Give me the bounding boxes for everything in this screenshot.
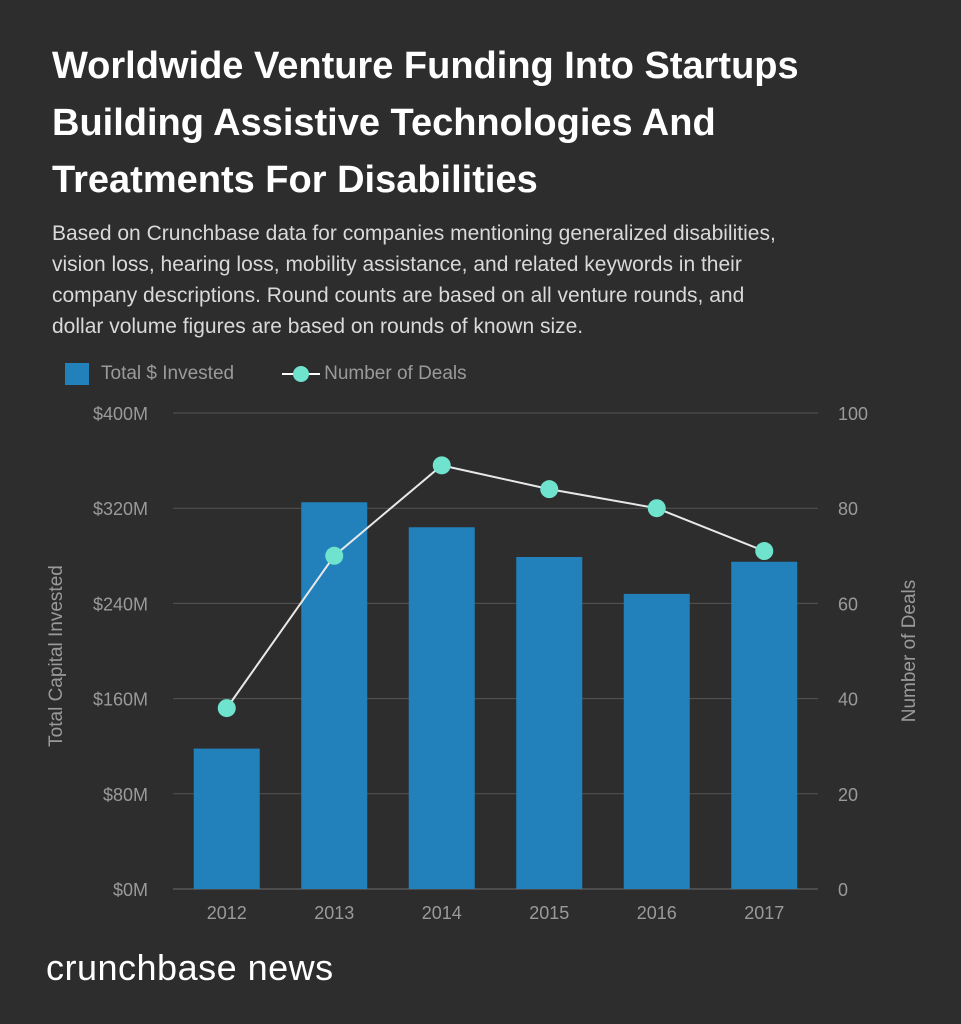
x-tick-label: 2016 [637,903,677,923]
subtitle-line: company descriptions. Round counts are b… [52,284,745,307]
legend-item-deals[interactable]: Number of Deals [282,363,467,385]
deals-point-2016 [647,499,666,518]
left-tick-label: $400M [93,404,148,424]
right-tick-label: 40 [838,690,858,710]
bar-2017 [731,561,798,889]
deals-point-2014 [432,456,451,475]
left-tick-label: $240M [93,594,148,614]
chart-subtitle: Based on Crunchbase data for companies m… [52,218,932,342]
legend-bar-swatch [65,363,89,385]
title-line: Treatments For Disabilities [52,159,538,201]
bar-2015 [516,556,583,889]
legend-item-invested[interactable]: Total $ Invested [65,363,234,385]
left-tick-label: $160M [93,690,148,710]
chart-title: Worldwide Venture Funding Into Startups … [52,38,932,209]
deals-point-2015 [540,480,559,499]
legend-label: Number of Deals [324,363,467,384]
subtitle-line: dollar volume figures are based on round… [52,315,584,338]
left-axis-title: Total Capital Invested [46,565,67,747]
deals-point-2017 [755,542,774,561]
deals-line [225,464,765,709]
subtitle-line: vision loss, hearing loss, mobility assi… [52,253,742,276]
bar-2016 [623,593,690,889]
x-tick-label: 2015 [529,903,569,923]
left-tick-label: $320M [93,499,148,519]
right-axis-title: Number of Deals [899,580,920,723]
title-line: Building Assistive Technologies And [52,102,716,144]
x-tick-label: 2017 [744,903,784,923]
deals-point-2012 [217,699,236,718]
subtitle-line: Based on Crunchbase data for companies m… [52,222,776,245]
right-tick-label: 80 [838,499,858,519]
bar-2013 [301,502,368,889]
legend-label: Total $ Invested [101,363,235,384]
brand-logo: crunchbase news [46,947,334,988]
x-tick-label: 2013 [314,903,354,923]
deals-point-2013 [325,546,344,565]
right-tick-label: 100 [838,404,868,424]
right-tick-label: 20 [838,785,858,805]
chart-legend: Total $ Invested Number of Deals [65,360,523,388]
x-tick-label: 2012 [207,903,247,923]
right-tick-label: 60 [838,594,858,614]
legend-line-marker [282,366,321,382]
left-tick-label: $80M [103,785,148,805]
title-line: Worldwide Venture Funding Into Startups [52,45,799,87]
right-tick-label: 0 [838,880,848,900]
combo-chart: $0M $80M $160M $240M $320M $400M 0 20 40 60 80 100 T… [46,404,920,923]
left-tick-label: $0M [113,880,148,900]
x-tick-label: 2014 [422,903,462,923]
bar-2014 [408,527,475,889]
bar-2012 [193,748,260,889]
